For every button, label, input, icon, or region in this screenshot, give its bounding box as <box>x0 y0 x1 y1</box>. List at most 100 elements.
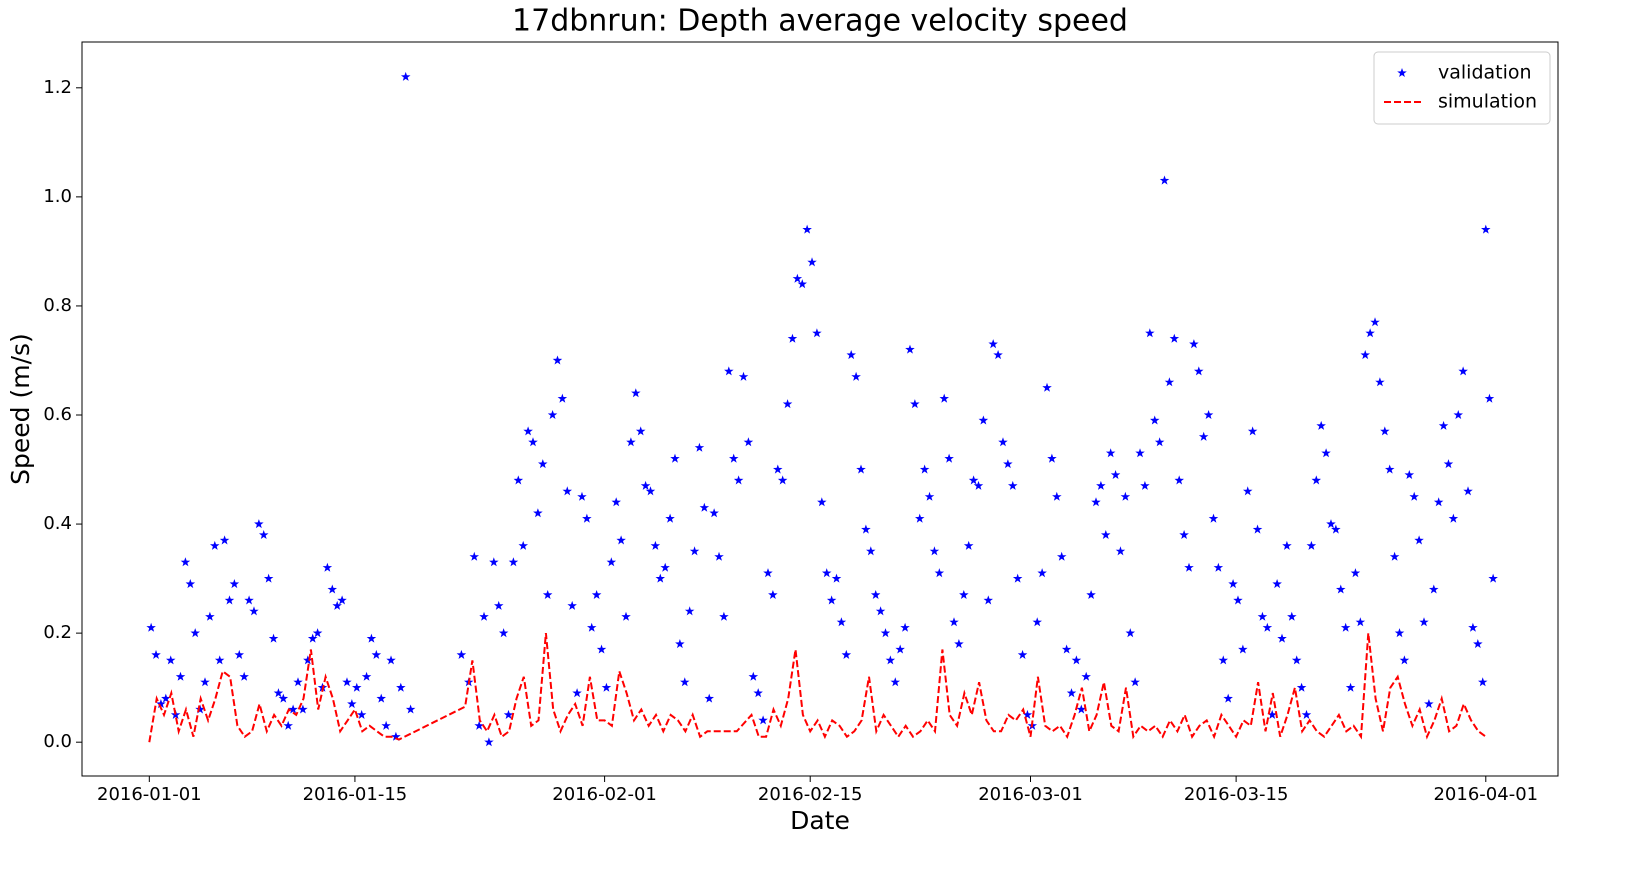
data-point <box>1336 584 1346 594</box>
data-point <box>288 704 298 714</box>
data-point <box>1473 639 1483 649</box>
data-point <box>900 622 910 632</box>
data-point <box>249 606 259 616</box>
data-point <box>533 508 543 518</box>
data-point <box>1012 573 1023 583</box>
data-point <box>846 350 856 360</box>
x-tick-label: 2016-02-15 <box>758 784 863 805</box>
data-point <box>1120 491 1131 501</box>
data-point <box>1101 530 1111 539</box>
data-point <box>826 595 837 605</box>
data-point <box>1438 420 1449 430</box>
data-point <box>322 562 333 572</box>
data-point <box>880 628 891 638</box>
data-point <box>552 355 563 365</box>
data-point <box>1468 622 1478 632</box>
data-point <box>1375 377 1385 387</box>
data-point <box>180 557 191 567</box>
data-point <box>156 699 166 709</box>
data-point <box>905 344 915 354</box>
data-point <box>567 600 577 610</box>
data-point <box>557 393 568 403</box>
data-point <box>851 371 861 381</box>
data-point <box>391 731 401 741</box>
data-point <box>1194 366 1204 376</box>
x-tick-label: 2016-01-15 <box>303 784 408 805</box>
data-point <box>665 513 675 523</box>
data-point <box>817 497 827 507</box>
data-point <box>988 339 998 349</box>
data-point <box>709 508 719 518</box>
data-point <box>939 393 949 403</box>
x-axis-label: Date <box>790 806 850 835</box>
data-point <box>1091 497 1101 507</box>
data-point <box>469 551 479 561</box>
data-point <box>332 600 342 610</box>
data-point <box>973 480 984 490</box>
data-point <box>1385 464 1395 474</box>
data-point <box>978 415 989 425</box>
data-point <box>283 720 293 730</box>
data-point <box>959 590 969 599</box>
data-point <box>1159 175 1170 185</box>
data-point <box>1105 448 1116 458</box>
data-point <box>631 388 641 398</box>
data-point <box>259 530 269 539</box>
data-point <box>337 595 347 605</box>
data-point <box>1110 470 1121 479</box>
series-line <box>148 632 1487 743</box>
data-point <box>185 579 196 589</box>
y-tick-label: 0.8 <box>43 295 72 316</box>
data-point <box>263 573 274 583</box>
data-point <box>190 628 200 638</box>
data-point <box>1365 328 1375 338</box>
data-point <box>1404 470 1415 479</box>
data-point <box>1189 339 1199 349</box>
data-point <box>151 649 161 659</box>
data-point <box>386 655 396 665</box>
data-point <box>1458 366 1468 376</box>
data-point <box>680 677 690 687</box>
x-tick-label: 2016-03-01 <box>978 784 1083 805</box>
data-point <box>1008 480 1018 490</box>
data-point <box>1022 709 1033 719</box>
data-point <box>1331 524 1341 534</box>
data-point <box>714 551 724 561</box>
data-point <box>758 715 768 725</box>
data-point <box>562 486 572 496</box>
data-point <box>841 649 852 659</box>
data-point <box>1145 328 1155 338</box>
data-point <box>254 519 264 529</box>
data-point <box>1066 688 1077 698</box>
data-point <box>1213 562 1224 572</box>
data-point <box>1081 671 1091 681</box>
data-point <box>1057 551 1067 561</box>
data-point <box>1154 437 1165 447</box>
data-point <box>606 557 617 567</box>
data-point <box>1125 628 1135 638</box>
data-point <box>1223 693 1233 703</box>
data-point <box>1306 540 1317 550</box>
data-point <box>1003 459 1013 469</box>
data-point <box>1174 475 1184 485</box>
data-point <box>1135 448 1145 458</box>
data-point <box>753 688 763 698</box>
data-point <box>1272 579 1282 589</box>
data-point <box>1179 530 1189 539</box>
data-point <box>1433 497 1444 507</box>
legend-label: simulation <box>1438 91 1537 113</box>
data-point <box>655 573 665 583</box>
data-point <box>1247 426 1258 436</box>
data-point <box>782 399 793 409</box>
data-point <box>366 633 377 643</box>
data-point <box>1463 486 1473 496</box>
data-point <box>347 699 357 709</box>
data-point <box>528 437 538 447</box>
data-point <box>1164 377 1175 387</box>
data-point <box>1076 704 1087 714</box>
data-point <box>396 682 406 692</box>
data-point <box>998 437 1008 447</box>
data-point <box>1419 617 1429 627</box>
y-tick-label: 0.4 <box>43 513 72 534</box>
data-point <box>812 328 822 338</box>
